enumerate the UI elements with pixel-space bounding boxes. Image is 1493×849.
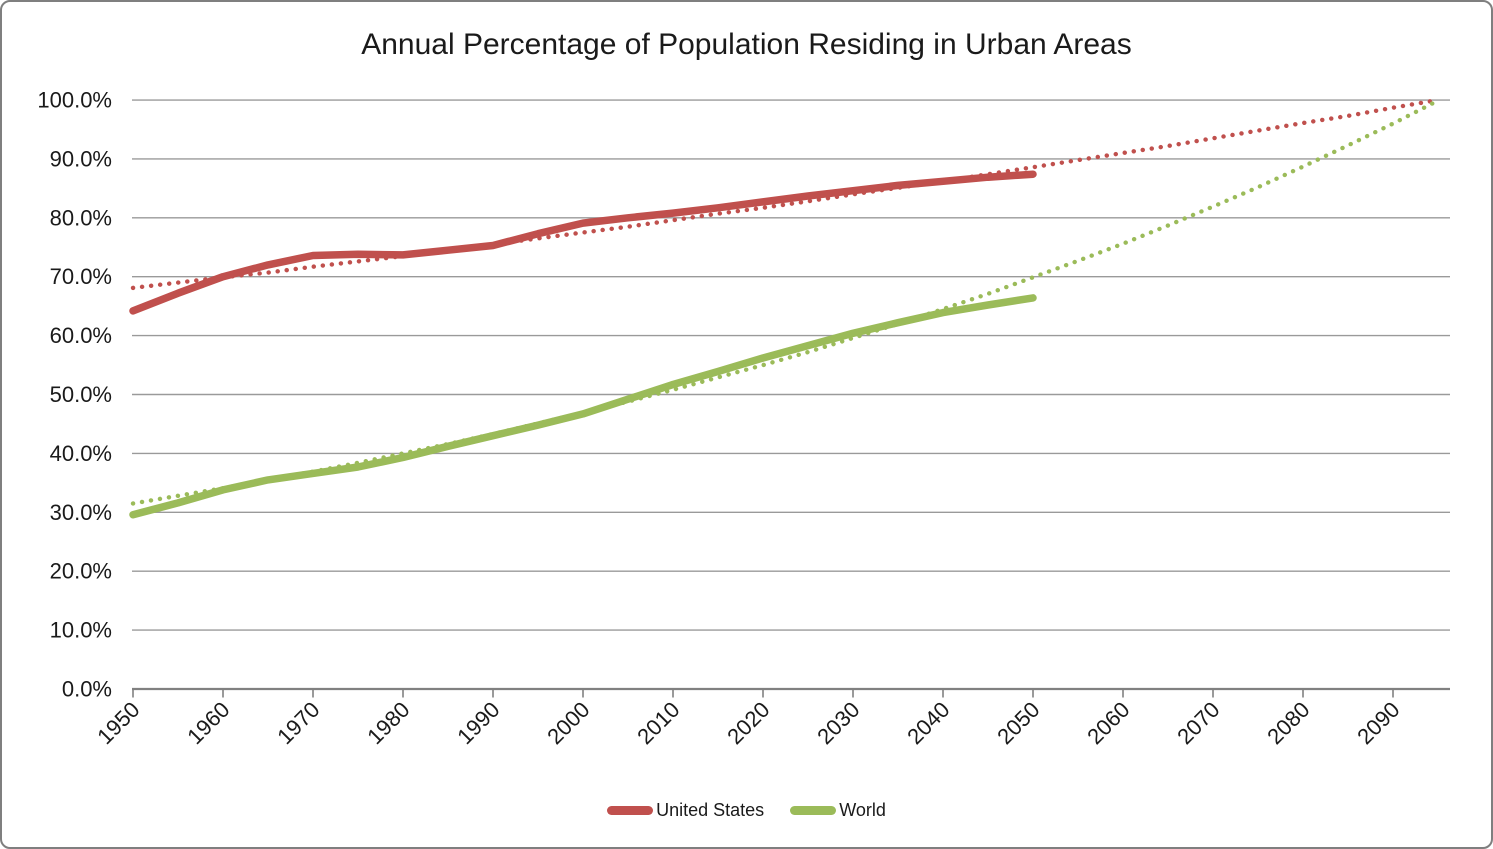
y-tick-label-100: 10.0%: [50, 618, 112, 643]
y-tick-label-500: 50.0%: [50, 382, 112, 407]
world-legend-swatch: [790, 805, 837, 815]
y-tick-label-1000: 100.0%: [37, 88, 112, 113]
legend-item-united-states: United States: [607, 800, 764, 821]
x-tick-label-2000: 2000: [542, 697, 594, 749]
x-tick-label-2050: 2050: [992, 697, 1044, 749]
x-tick-label-2060: 2060: [1082, 697, 1134, 749]
x-tick-label-1970: 1970: [272, 697, 324, 749]
x-tick-label-1990: 1990: [452, 697, 504, 749]
x-tick-label-2010: 2010: [632, 697, 684, 749]
y-tick-label-700: 70.0%: [50, 264, 112, 289]
y-tick-label-00: 0.0%: [62, 677, 112, 702]
united-states-legend-swatch: [607, 805, 654, 815]
x-tick-label-2040: 2040: [902, 697, 954, 749]
united-states-trend-line: [130, 97, 1441, 291]
x-tick-label-2030: 2030: [812, 697, 864, 749]
x-tick-label-1950: 1950: [92, 697, 144, 749]
x-tick-label-2080: 2080: [1262, 697, 1314, 749]
legend-item-world: World: [790, 800, 886, 821]
y-tick-label-300: 30.0%: [50, 500, 112, 525]
x-tick-label-2070: 2070: [1172, 697, 1224, 749]
chart-title: Annual Percentage of Population Residing…: [361, 28, 1132, 61]
chart-legend: United States World: [2, 796, 1491, 824]
world-line: [129, 294, 1037, 519]
y-tick-label-800: 80.0%: [50, 205, 112, 230]
world-trend-line: [130, 98, 1441, 506]
x-tick-label-2090: 2090: [1352, 697, 1404, 749]
x-tick-label-1980: 1980: [362, 697, 414, 749]
united-states-legend-label: United States: [656, 799, 765, 820]
y-tick-label-600: 60.0%: [50, 323, 112, 348]
y-tick-label-200: 20.0%: [50, 559, 112, 584]
y-tick-label-400: 40.0%: [50, 441, 112, 466]
world-legend-label: World: [839, 799, 886, 820]
x-tick-label-2020: 2020: [722, 697, 774, 749]
united-states-line: [129, 170, 1037, 315]
y-tick-label-900: 90.0%: [50, 146, 112, 171]
x-tick-label-1960: 1960: [182, 697, 234, 749]
